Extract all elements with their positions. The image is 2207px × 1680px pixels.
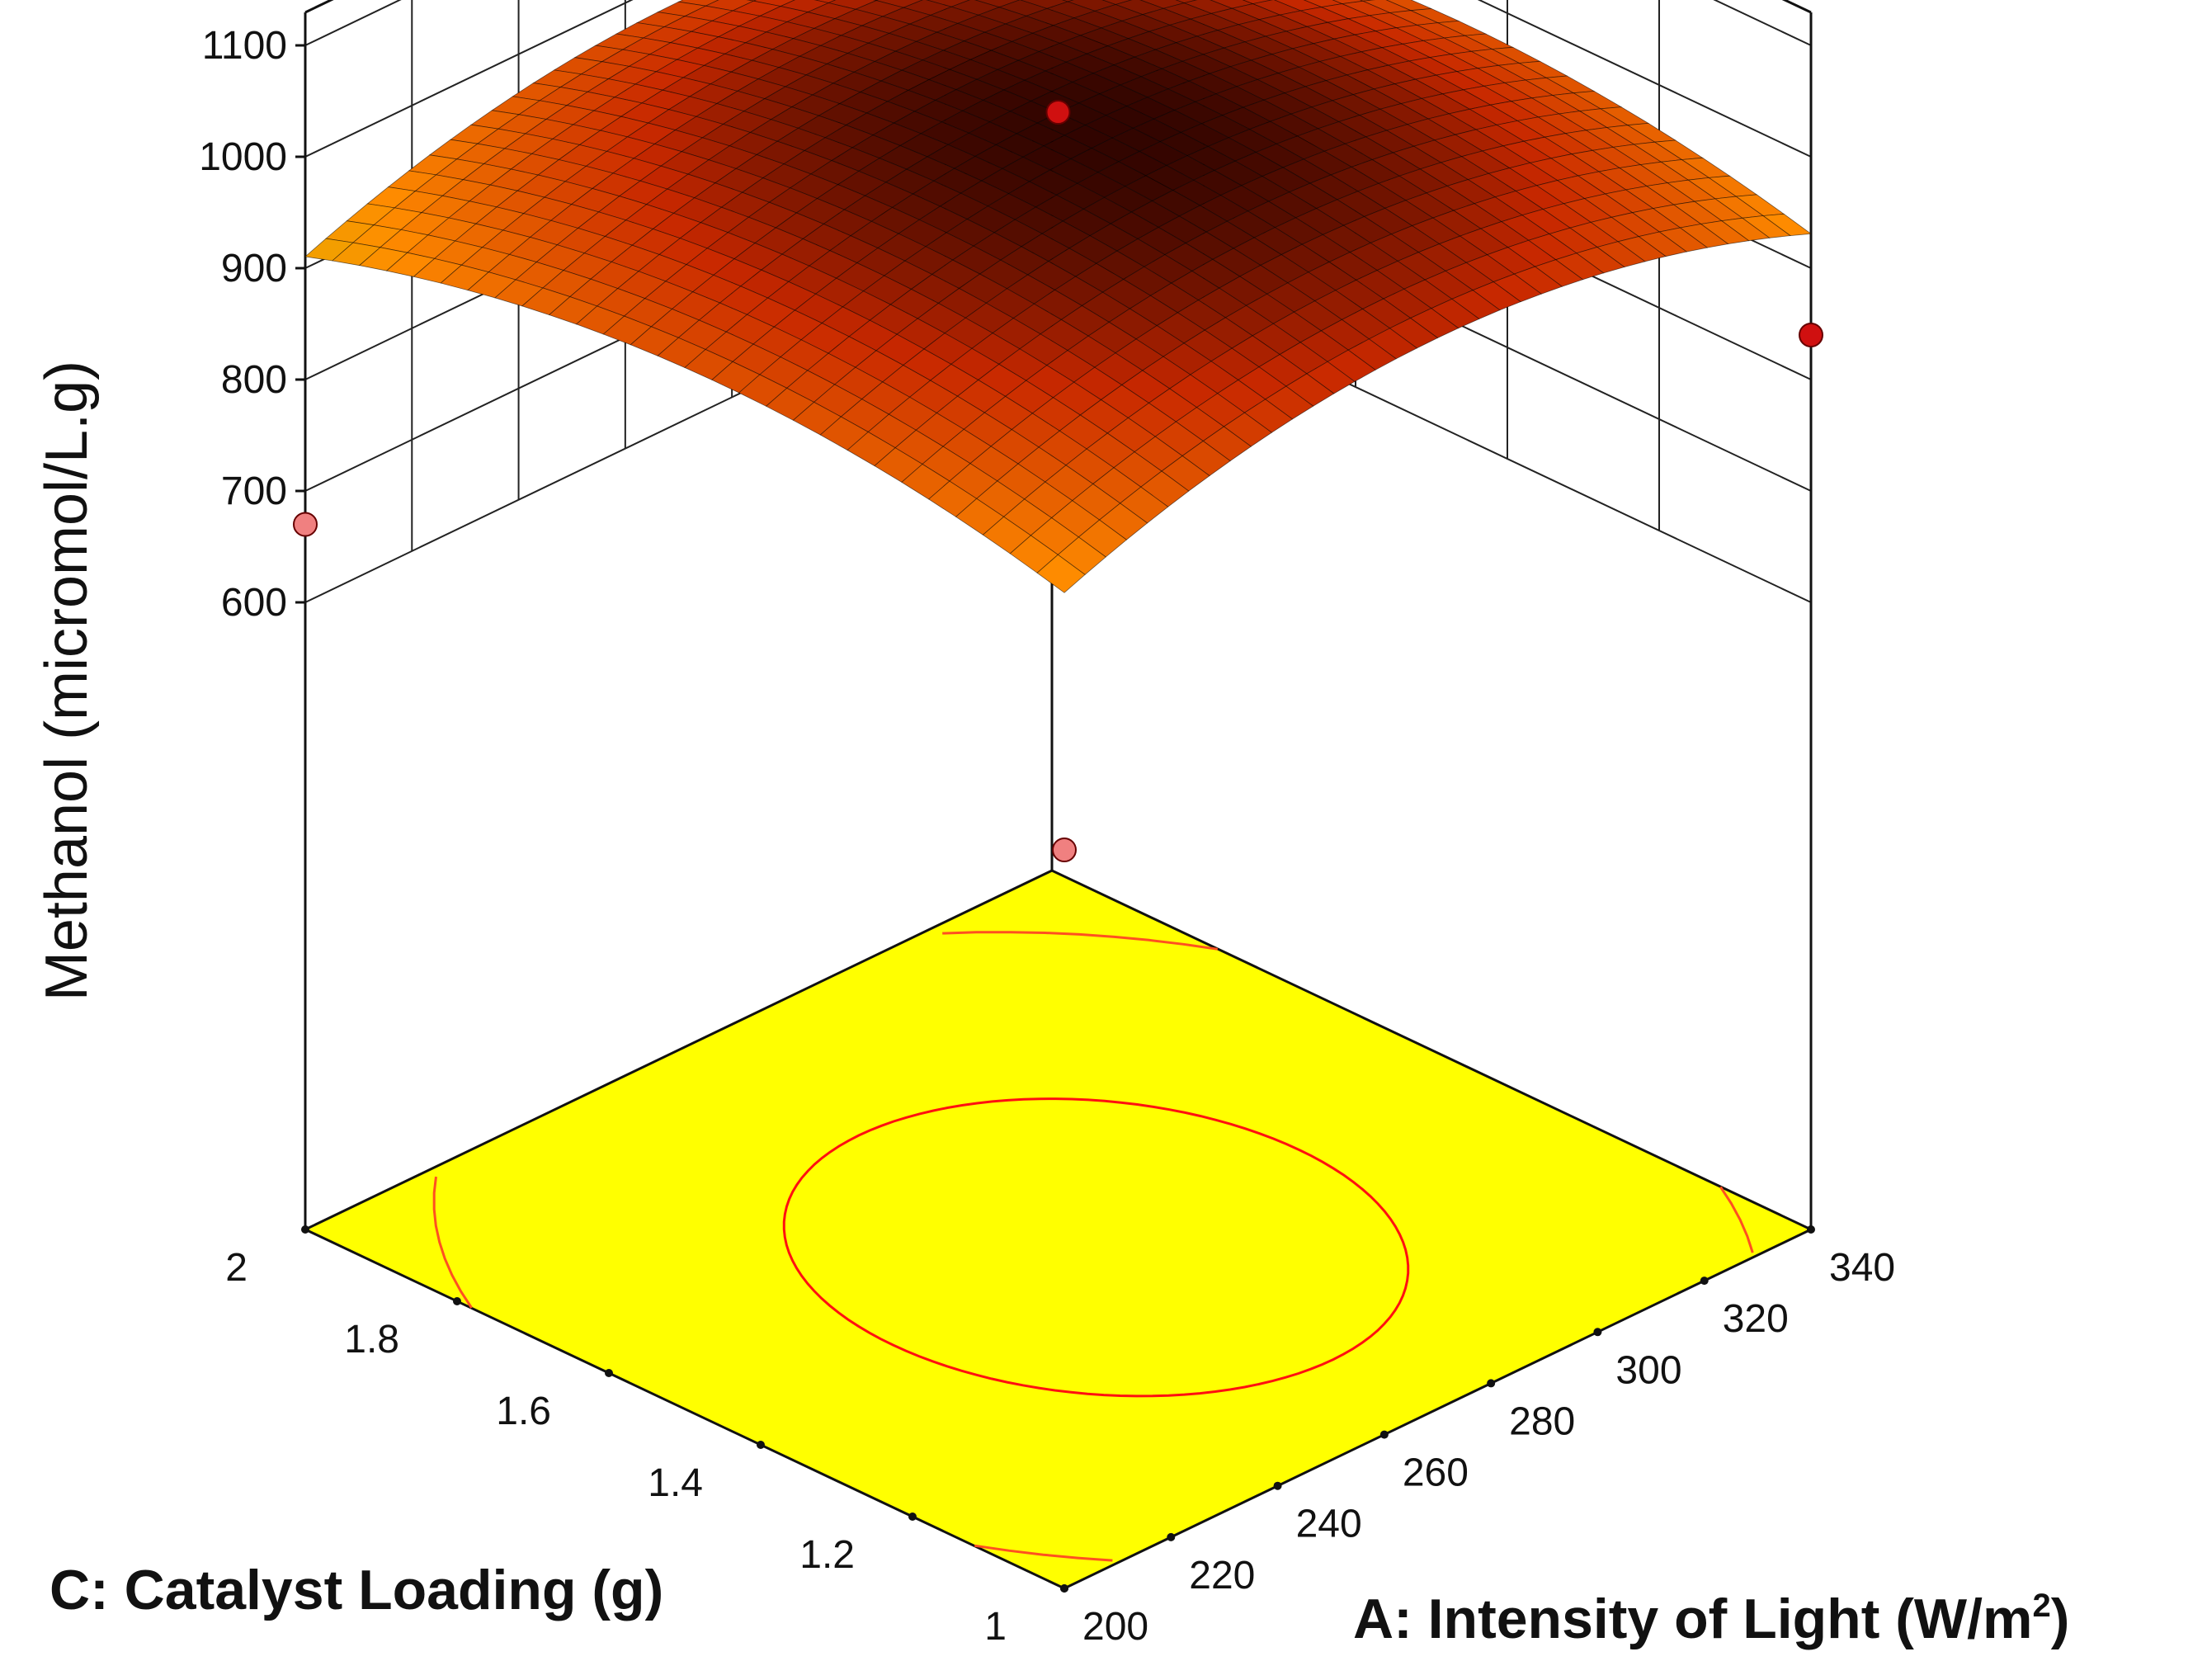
- surface-cell: [813, 0, 837, 3]
- y-tick-label: 1: [984, 1605, 1007, 1649]
- design-points: [293, 100, 1823, 862]
- y-tick-label: 1.6: [496, 1390, 551, 1433]
- y-tick-mark: [301, 1225, 309, 1234]
- x-tick-label: 340: [1829, 1246, 1895, 1290]
- floor-plane-fill: [302, 869, 1814, 1590]
- contour-line: [942, 931, 1219, 951]
- y-tick-mark: [453, 1297, 461, 1305]
- y-tick-mark: [757, 1441, 765, 1449]
- z-tick-label: 1000: [199, 135, 287, 179]
- contour-line: [782, 1097, 1410, 1398]
- z-tick-label: 700: [221, 470, 287, 513]
- z-tick-label: 600: [221, 581, 287, 625]
- wall-grid-line: [304, 0, 1812, 158]
- floor-contours: [432, 931, 1754, 1562]
- x-tick-label: 240: [1296, 1503, 1362, 1546]
- x-tick-mark: [1167, 1532, 1176, 1541]
- x-tick-mark: [1593, 1328, 1602, 1337]
- x-tick-label: 280: [1509, 1399, 1575, 1443]
- x-tick-label: 300: [1615, 1348, 1681, 1392]
- z-tick-label: 900: [221, 247, 287, 290]
- x-tick-mark: [1487, 1379, 1496, 1388]
- z-tick-label: 800: [221, 358, 287, 402]
- y-tick-mark: [908, 1512, 917, 1521]
- design-point: [293, 512, 318, 537]
- z-tick-label: 1100: [202, 24, 287, 68]
- y-axis-title: C: Catalyst Loading (g): [50, 1559, 663, 1621]
- response-surface-mesh: [304, 0, 1813, 593]
- surface-cell: [1175, 0, 1198, 4]
- contour-line: [1719, 1186, 1754, 1253]
- x-tick-label: 320: [1723, 1297, 1789, 1341]
- design-point: [1052, 838, 1077, 862]
- x-axis-title: A: Intensity of Light (W/m2): [1353, 1588, 2069, 1650]
- y-tick-mark: [1060, 1584, 1068, 1593]
- contour-line: [432, 1176, 473, 1309]
- y-tick-mark: [605, 1369, 613, 1377]
- surface-cell: [1061, 0, 1074, 2]
- x-tick-mark: [1700, 1277, 1709, 1286]
- z-axis-title: Methanol (micromol/L.g): [34, 361, 100, 1001]
- x-tick-mark: [1273, 1481, 1282, 1490]
- design-point: [1799, 323, 1823, 347]
- surface-cell: [1036, 554, 1086, 593]
- y-tick-label: 1.2: [799, 1533, 855, 1577]
- x-tick-mark: [1807, 1225, 1815, 1234]
- x-tick-label: 200: [1082, 1605, 1148, 1649]
- y-tick-label: 1.4: [648, 1461, 703, 1505]
- contour-line: [974, 1544, 1113, 1562]
- x-tick-label: 260: [1403, 1451, 1469, 1495]
- x-tick-mark: [1379, 1430, 1389, 1439]
- y-tick-label: 1.8: [344, 1318, 399, 1361]
- y-tick-label: 2: [225, 1246, 248, 1290]
- x-tick-label: 220: [1189, 1554, 1255, 1597]
- axis-ticks: 600 700 800 900 1000 1100 200 220 240 260 280 300 32…: [199, 24, 1895, 1649]
- design-point: [1045, 100, 1071, 125]
- floor-plane: [302, 869, 1814, 1590]
